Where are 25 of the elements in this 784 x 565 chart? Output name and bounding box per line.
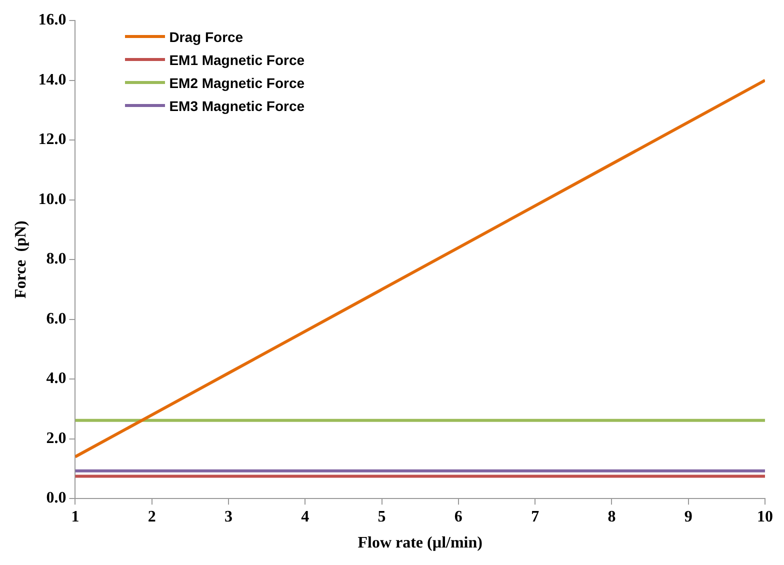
x-tick-label: 10 xyxy=(757,508,773,526)
y-tick-label: 8.0 xyxy=(46,250,66,268)
y-tick-label: 16.0 xyxy=(38,12,66,29)
legend-label: EM1 Magnetic Force xyxy=(169,52,305,68)
x-tick-label: 1 xyxy=(71,508,80,526)
x-tick-label: 8 xyxy=(608,508,616,526)
legend-label: EM2 Magnetic Force xyxy=(169,74,305,91)
legend-label: Drag Force xyxy=(169,28,244,45)
y-tick-label: 14.0 xyxy=(38,71,66,88)
y-tick-label: 6.0 xyxy=(46,310,66,328)
x-tick-label: 7 xyxy=(531,508,540,526)
x-tick-label: 5 xyxy=(378,508,386,526)
y-tick-label: 12.0 xyxy=(38,131,66,148)
x-tick-label: 2 xyxy=(148,508,156,526)
x-tick-label: 3 xyxy=(224,508,232,526)
x-tick-label: 4 xyxy=(301,508,310,526)
y-axis-title: Force (pN) xyxy=(12,220,30,299)
y-tick-label: 0.0 xyxy=(46,490,66,507)
x-tick-label: 6 xyxy=(454,508,462,526)
y-tick-label: 4.0 xyxy=(46,370,66,388)
y-tick-label: 10.0 xyxy=(38,190,66,208)
x-axis-title: Flow rate (µl/min) xyxy=(358,534,482,552)
legend-label: EM3 Magnetic Force xyxy=(169,98,305,114)
x-tick-label: 9 xyxy=(684,508,692,526)
y-tick-label: 2.0 xyxy=(46,430,66,447)
